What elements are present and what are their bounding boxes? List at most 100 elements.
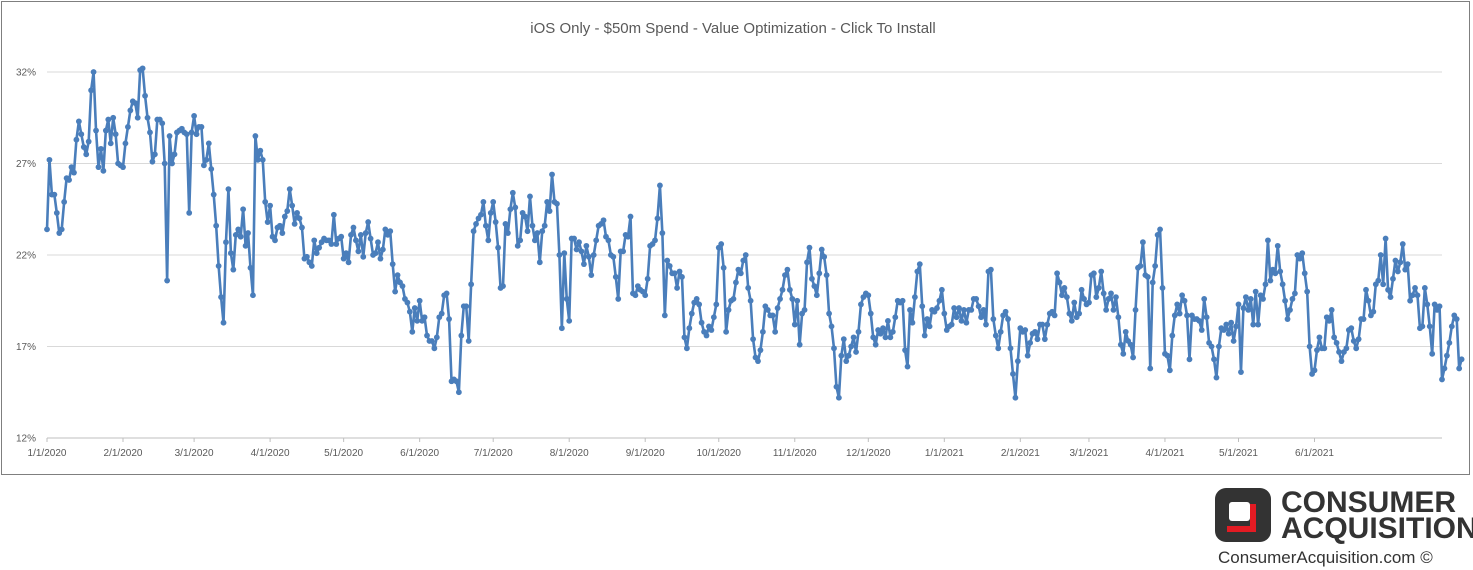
data-point [1093,294,1100,300]
data-point [1360,316,1367,322]
data-point [411,305,418,311]
data-point [1078,286,1085,293]
data-point [372,250,379,257]
data-point [1336,349,1342,355]
data-point [835,394,842,401]
data-point [220,319,227,326]
data-point [1230,338,1237,344]
x-tick-label: 9/1/2020 [626,448,665,459]
data-point [713,301,720,308]
data-point [404,299,411,306]
data-point [870,334,877,341]
data-point [478,211,484,218]
data-point [1407,297,1414,304]
data-point [1010,371,1016,377]
data-point [1132,307,1139,313]
data-point [348,231,354,238]
data-point [1439,376,1445,383]
data-point [1370,308,1377,315]
data-point [823,272,830,279]
data-point [1198,327,1205,333]
data-point [1024,352,1031,359]
data-point [848,343,855,350]
data-point [887,334,894,341]
data-point [916,261,923,268]
data-point [505,230,511,236]
data-point [147,129,153,136]
data-point [46,156,53,163]
data-point [480,199,487,205]
x-tick-label: 2/1/2021 [1001,448,1040,459]
chart-frame: iOS Only - $50m Spend - Value Optimizati… [1,1,1470,475]
data-point [1103,307,1110,313]
y-tick-label: 22% [16,251,36,262]
data-point [1220,327,1227,333]
data-point [443,290,450,297]
data-point [350,224,357,231]
brand-name-line-2: ACQUISITION [1281,512,1473,545]
data-point [316,244,323,251]
data-point [198,124,205,130]
data-point [1355,336,1362,343]
brand-mark-icon [1215,488,1271,542]
data-point [245,230,251,236]
data-point [1282,297,1288,304]
data-point [733,279,739,286]
data-point [1235,301,1242,308]
data-point [549,171,555,178]
data-point [365,219,372,225]
data-point [95,164,102,171]
data-point [818,246,825,253]
data-point [588,272,595,279]
data-point [1252,288,1259,295]
data-point [642,292,649,299]
data-point [1274,242,1281,249]
data-point [1095,285,1102,291]
data-point [227,250,234,257]
data-point [544,199,551,205]
data-point [1201,296,1208,302]
data-point [429,338,435,344]
data-point [254,156,261,163]
data-point [1306,343,1313,350]
data-point [1120,350,1127,357]
data-point [1034,336,1041,343]
data-point [1090,270,1097,277]
data-point [975,303,982,310]
data-point [583,242,590,249]
data-point [573,246,580,253]
data-point [968,307,975,313]
x-tick-label: 4/1/2021 [1145,448,1184,459]
data-point [1211,356,1217,363]
data-point [502,220,509,227]
data-point [831,345,837,352]
data-point [299,224,305,231]
data-point [277,222,283,229]
data-point [88,87,95,94]
data-point [789,296,796,302]
data-point [1022,327,1029,333]
data-point [1245,307,1252,313]
brand-name-line-1: CONSUMER [1281,486,1457,519]
data-point [1152,263,1159,269]
x-tick-label: 3/1/2021 [1069,448,1108,459]
data-point [1164,352,1171,359]
data-point [149,158,156,165]
data-point [1421,285,1428,291]
data-point [328,241,335,247]
data-point [367,235,374,242]
data-point [1301,270,1308,277]
data-point [951,305,958,311]
data-point [453,378,460,385]
data-point [1208,343,1215,350]
data-point [907,307,913,313]
data-point [816,270,823,277]
data-point [213,222,220,229]
data-point [1277,268,1284,275]
data-point [899,297,906,304]
data-point [826,310,832,317]
data-point [524,228,531,235]
data-point [902,347,908,354]
data-point [880,325,886,332]
data-point [885,317,891,324]
